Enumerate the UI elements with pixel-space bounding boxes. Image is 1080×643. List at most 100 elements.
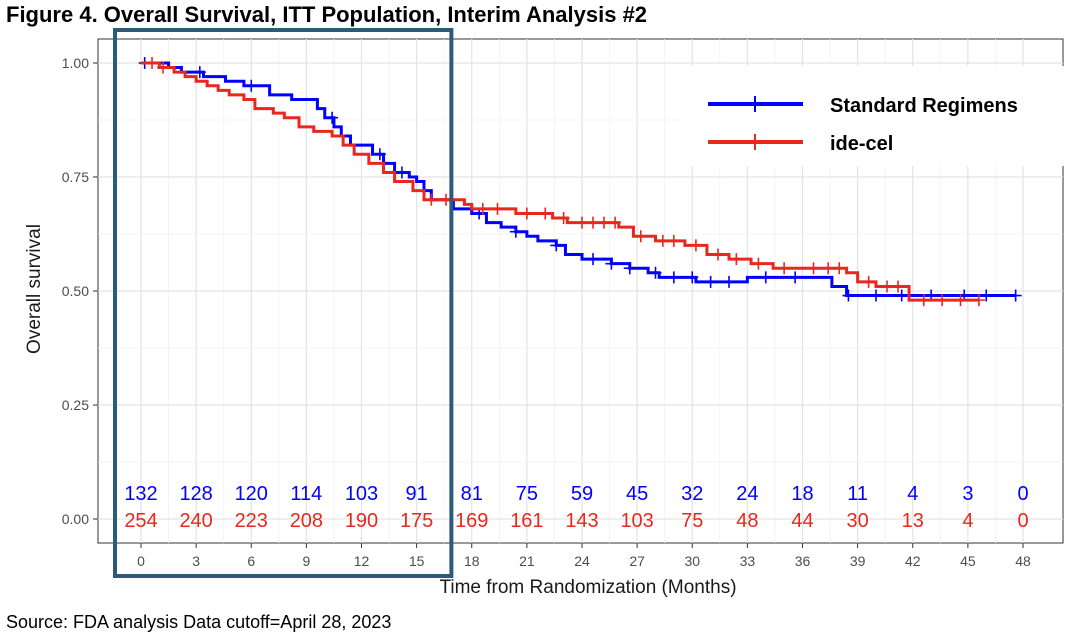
censor-mark-ide-cel [656, 234, 669, 247]
censor-mark-standard-regimens [193, 66, 206, 79]
at-risk-ide-cel: 30 [847, 510, 869, 532]
censor-mark-ide-cel [146, 57, 159, 69]
censor-mark-ide-cel [476, 202, 489, 215]
censor-mark-ide-cel [972, 294, 985, 307]
censor-mark-ide-cel [752, 257, 765, 270]
x-tick-label: 9 [302, 553, 310, 569]
censor-mark-standard-regimens [509, 225, 522, 238]
censor-mark-standard-regimens [704, 275, 717, 288]
censor-mark-standard-regimens [980, 289, 993, 302]
censor-mark-standard-regimens [870, 289, 882, 302]
censor-mark-ide-cel [667, 234, 680, 247]
x-tick-label: 36 [795, 553, 811, 569]
y-tick-label: 0.50 [62, 283, 89, 299]
censor-mark-ide-cel [689, 239, 702, 252]
censor-mark-standard-regimens [895, 289, 908, 302]
at-risk-ide-cel: 223 [235, 510, 268, 532]
censor-mark-standard-regimens [245, 79, 258, 92]
axis-ticks: 0 3 6 9 12 15 18 21 24 27 30 33 36 39 42 45 480.000.250.… [62, 55, 1031, 569]
censor-mark-ide-cel [598, 216, 611, 229]
at-risk-standard-regimens: 120 [235, 483, 268, 505]
highlight-box [113, 28, 454, 578]
censor-mark-ide-cel [936, 294, 949, 307]
at-risk-standard-regimens: 114 [290, 483, 322, 505]
censor-mark-ide-cel [807, 262, 820, 275]
legend-box [686, 66, 1070, 166]
censor-mark-ide-cel [576, 216, 588, 229]
at-risk-standard-regimens: 132 [124, 483, 157, 505]
at-risk-ide-cel: 48 [736, 510, 758, 532]
censor-mark-ide-cel [954, 294, 967, 307]
censor-mark-ide-cel [425, 193, 438, 206]
x-tick-label: 18 [464, 553, 480, 569]
x-tick-label: 39 [850, 553, 866, 569]
censor-mark-ide-cel [778, 262, 791, 275]
at-risk-ide-cel: 13 [902, 510, 924, 532]
x-axis-label: Time from Randomization (Months) [439, 577, 736, 598]
censor-mark-ide-cel [862, 275, 875, 288]
censor-mark-ide-cel [520, 207, 533, 220]
y-tick-label: 0.00 [62, 511, 89, 527]
at-risk-ide-cel: 169 [455, 510, 488, 532]
at-risk-ide-cel: 208 [290, 510, 323, 532]
censor-mark-standard-regimens [1009, 289, 1022, 302]
censor-mark-standard-regimens [326, 111, 339, 124]
at-risk-ide-cel: 254 [124, 510, 157, 532]
source-note: Source: FDA analysis Data cutoff=April 2… [6, 612, 392, 632]
at-risk-ide-cel: 4 [962, 510, 973, 532]
figure-title: Figure 4. Overall Survival, ITT Populati… [6, 2, 648, 27]
censor-mark-ide-cel [917, 294, 930, 307]
censor-mark-ide-cel [892, 280, 905, 293]
legend-label-ide-cel: ide-cel [830, 133, 893, 155]
y-tick-label: 0.75 [62, 169, 89, 185]
y-tick-label: 0.25 [62, 397, 89, 413]
x-tick-label: 21 [519, 553, 535, 569]
censor-mark-ide-cel [833, 262, 846, 275]
censor-mark-standard-regimens [649, 266, 662, 279]
at-risk-standard-regimens: 32 [681, 483, 703, 505]
y-axis-label: Overall survival [24, 224, 45, 354]
x-tick-label: 0 [137, 553, 145, 569]
censor-mark-standard-regimens [373, 148, 386, 161]
at-risk-standard-regimens: 45 [626, 483, 648, 505]
x-tick-label: 48 [1015, 553, 1031, 569]
at-risk-standard-regimens: 3 [962, 483, 973, 505]
km-chart: 0 3 6 9 12 15 18 21 24 27 30 33 36 39 42 45 480.000.250.… [24, 28, 1070, 598]
at-risk-standard-regimens: 4 [907, 483, 918, 505]
at-risk-standard-regimens: 75 [516, 483, 538, 505]
censor-mark-ide-cel [587, 216, 600, 229]
at-risk-ide-cel: 0 [1017, 510, 1028, 532]
censor-mark-standard-regimens [723, 275, 735, 288]
censor-mark-ide-cel [711, 248, 724, 261]
at-risk-ide-cel: 44 [791, 510, 813, 532]
censor-mark-ide-cel [491, 202, 504, 215]
x-tick-label: 33 [740, 553, 756, 569]
censor-mark-ide-cel [539, 207, 552, 220]
legend: Standard Regimens ide-cel [686, 66, 1070, 166]
x-tick-label: 12 [354, 553, 370, 569]
x-tick-label: 45 [960, 553, 976, 569]
censor-mark-standard-regimens [395, 166, 408, 179]
censor-mark-ide-cel [557, 212, 570, 225]
censor-mark-standard-regimens [587, 253, 600, 266]
censor-mark-ide-cel [609, 216, 622, 229]
censor-mark-standard-regimens [789, 271, 802, 284]
at-risk-standard-regimens: 128 [179, 483, 212, 505]
at-risk-standard-regimens: 103 [345, 483, 378, 505]
at-risk-ide-cel: 161 [510, 510, 543, 532]
censor-mark-standard-regimens [667, 271, 680, 284]
at-risk-ide-cel: 103 [620, 510, 653, 532]
at-risk-standard-regimens: 81 [461, 483, 483, 505]
censor-mark-standard-regimens [759, 271, 772, 284]
at-risk-standard-regimens: 24 [736, 483, 758, 505]
censor-mark-ide-cel [730, 253, 743, 266]
censor-mark-standard-regimens [605, 257, 618, 270]
y-tick-label: 1.00 [62, 55, 89, 71]
x-tick-label: 15 [409, 553, 425, 569]
x-tick-label: 30 [684, 553, 700, 569]
gridlines [98, 39, 1063, 543]
censor-mark-standard-regimens [842, 289, 855, 302]
at-risk-ide-cel: 143 [565, 510, 598, 532]
x-tick-label: 6 [247, 553, 255, 569]
